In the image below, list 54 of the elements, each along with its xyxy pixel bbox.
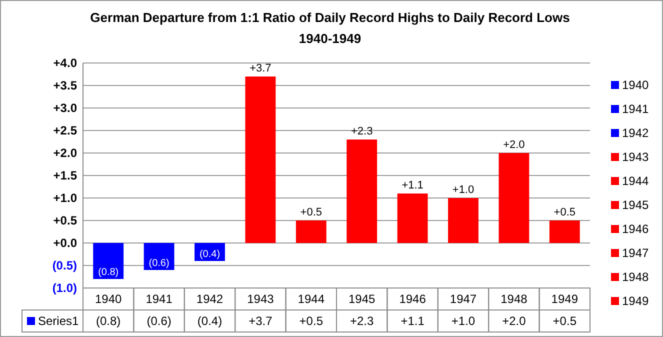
text: (0.4) bbox=[199, 249, 220, 260]
bar bbox=[346, 140, 378, 243]
x-tick-label: 1940 bbox=[95, 292, 122, 306]
x-tick-label: 1941 bbox=[146, 292, 173, 306]
bar bbox=[144, 243, 174, 270]
data-label: +1.0 bbox=[451, 314, 476, 328]
text: +1.0 bbox=[452, 184, 474, 196]
legend-label: Series1 bbox=[38, 314, 80, 328]
y-tick-label: +0.5 bbox=[53, 214, 78, 228]
x-tick-label: 1946 bbox=[399, 292, 426, 306]
x-tick-label: 1945 bbox=[348, 292, 376, 306]
x-tick-label: 1949 bbox=[551, 292, 578, 306]
data-label: +2.0 bbox=[502, 314, 526, 328]
data-label: +3.7 bbox=[248, 314, 273, 328]
y-tick-label: +4.0 bbox=[53, 56, 78, 70]
text: +2.3 bbox=[350, 126, 373, 138]
data-label: +0.5 bbox=[299, 314, 324, 328]
text: (0.8) bbox=[98, 267, 119, 278]
y-tick-label: +2.5 bbox=[53, 124, 78, 138]
data-label: (0.4) bbox=[197, 314, 222, 328]
x-tick-label: 1942 bbox=[196, 292, 224, 306]
data-label: +2.3 bbox=[350, 314, 374, 328]
text: +1.1 bbox=[402, 180, 424, 192]
y-tick-label: +0.0 bbox=[53, 236, 78, 250]
x-tick-label: 1948 bbox=[500, 292, 528, 306]
y-tick-label: (1.0) bbox=[52, 281, 77, 296]
chart-subtitle: 1940-1949 bbox=[298, 31, 362, 46]
text: +2.0 bbox=[503, 139, 525, 151]
data-label: (0.6) bbox=[146, 314, 172, 328]
bar bbox=[93, 243, 124, 279]
text: +0.5 bbox=[554, 206, 576, 218]
y-tick-label: +3.5 bbox=[53, 78, 78, 93]
chart-title: German Departure from 1:1 Ratio of Daily Record Highs to Daily Record Lows bbox=[90, 10, 570, 25]
y-tick-label: +1.0 bbox=[53, 191, 78, 206]
text: +3.7 bbox=[250, 62, 272, 74]
bar bbox=[245, 76, 276, 243]
legend: 1940 1941 1942 1943 1944 1945 1946 1947 1948 1949 bbox=[611, 78, 649, 308]
y-tick-label: +3.0 bbox=[53, 101, 78, 116]
bar bbox=[448, 198, 478, 243]
bar bbox=[498, 153, 530, 243]
y-tick-label: (0.5) bbox=[52, 258, 77, 273]
data-label: +0.5 bbox=[552, 314, 577, 328]
x-tick-label: 1944 bbox=[298, 292, 325, 306]
data-label: +1.1 bbox=[400, 314, 425, 328]
text: +0.5 bbox=[300, 206, 322, 218]
bar bbox=[549, 220, 580, 243]
bar bbox=[397, 194, 428, 243]
y-tick-label: +2.0 bbox=[53, 146, 78, 160]
text: (0.6) bbox=[148, 258, 170, 269]
data-label: (0.8) bbox=[96, 314, 121, 328]
x-tick-label: 1947 bbox=[450, 292, 477, 306]
y-tick-label: +1.5 bbox=[53, 168, 78, 183]
bar bbox=[296, 220, 326, 243]
x-tick-label: 1943 bbox=[247, 292, 274, 306]
